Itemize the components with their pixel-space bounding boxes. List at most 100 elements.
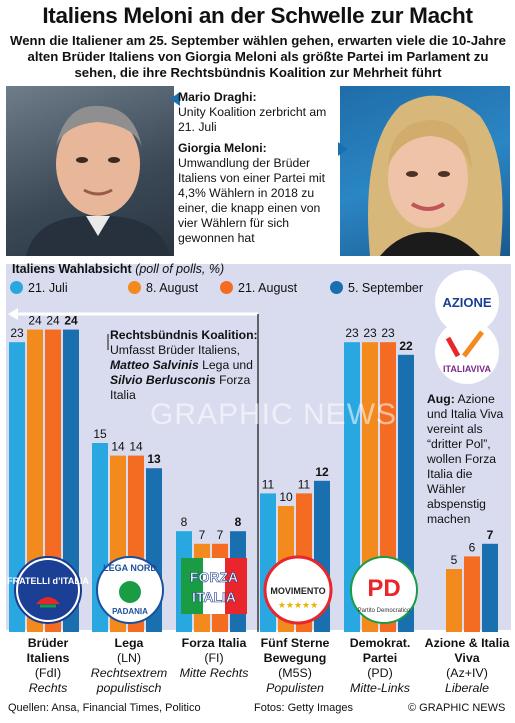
- legend-item-sep5: 5. September: [330, 281, 423, 295]
- legend-label: 8. August: [146, 281, 199, 295]
- bar-0-1: [27, 329, 43, 632]
- lega-logo-bottom: PADANIA: [112, 607, 148, 616]
- legend-dot-icon: [330, 281, 343, 294]
- bar-value-label: 8: [181, 515, 188, 529]
- watermark: GRAPHIC NEWS: [150, 398, 398, 431]
- footer-copyright: © GRAPHIC NEWS: [408, 702, 506, 714]
- bars-group: [9, 329, 498, 632]
- bar-value-label: 11: [298, 477, 311, 491]
- party-label-5: Azione & Italia Viva (Az+IV) Liberale: [422, 636, 512, 696]
- bar-value-label: 24: [64, 314, 78, 328]
- fdi-logo-icon: FRATELLI d’ITALIA: [7, 556, 89, 624]
- pd-logo-small: Partito Democratico: [358, 608, 411, 614]
- bar-4-0: [344, 342, 360, 632]
- bar-value-label: 24: [28, 314, 42, 328]
- bar-value-label: 7: [199, 528, 206, 542]
- coalition-l2: Lega und: [202, 358, 253, 372]
- fdi-logo-text: FRATELLI d’ITALIA: [7, 576, 89, 586]
- party-orientation: Populisten: [266, 681, 324, 695]
- lega-logo-top: LEGA NORD: [103, 563, 157, 573]
- party-abbr: (Az+IV): [446, 666, 488, 680]
- pd-logo-icon: PD Partito Democratico: [350, 556, 418, 624]
- italiaviva-logo-text: ITALIAVIVA: [443, 364, 491, 374]
- party-orientation: Mitte-Links: [350, 681, 410, 695]
- footer-photos: Fotos: Getty Images: [254, 702, 354, 714]
- party-abbr: (FdI): [34, 666, 62, 680]
- coalition-l1: Umfasst Brüder Italiens,: [110, 343, 241, 357]
- party-abbr: (LN): [116, 651, 142, 665]
- pd-logo-text: PD: [367, 575, 400, 602]
- bar-value-label: 15: [93, 427, 107, 441]
- photo-draghi: [6, 86, 174, 256]
- draghi-name: Mario Draghi:: [178, 90, 257, 104]
- coalition-note: Rechtsbündnis Koalition: Umfasst Brüder …: [110, 328, 258, 403]
- meloni-name: Giorgia Meloni:: [178, 141, 267, 155]
- azione-logo-icon: AZIONE: [435, 270, 499, 334]
- party-orientation: Mitte Rechts: [179, 666, 249, 680]
- bar-value-label: 24: [46, 314, 60, 328]
- party-name: Forza Italia: [181, 636, 247, 650]
- legend-label: 21. August: [238, 281, 298, 295]
- bar-value-label: 12: [315, 465, 329, 479]
- chart-title-main: Italiens Wahlabsicht: [12, 262, 132, 276]
- coalition-salvini: Matteo Salvinis: [110, 358, 199, 372]
- coalition-berlusconi: Silvio Berlusconis: [110, 373, 216, 387]
- bar-0-0: [9, 342, 25, 632]
- meloni-text: Umwandlung der Brüder Italiens von einer…: [178, 156, 325, 245]
- bar-value-label: 10: [279, 490, 293, 504]
- legend-item-aug8: 8. August: [128, 281, 198, 295]
- azione-logo-text: AZIONE: [442, 295, 491, 310]
- page-title: Italiens Meloni an der Schwelle zur Mach…: [42, 3, 473, 28]
- draghi-text: Unity Koalition zerbricht am 21. Juli: [178, 105, 327, 134]
- bar-value-label: 23: [10, 326, 24, 340]
- forza-logo-2: ITALIA: [192, 589, 236, 605]
- draghi-portrait: [26, 105, 170, 256]
- bar-value-label: 6: [469, 540, 476, 554]
- m5s-stars-icon: ★★★★★: [278, 600, 318, 610]
- aug-note-head: Aug:: [427, 392, 455, 406]
- bar-value-label: 14: [111, 440, 125, 454]
- subtitle: Wenn die Italiener am 25. September wähl…: [10, 33, 506, 80]
- coalition-head: Rechtsbündnis Koalition:: [110, 328, 258, 342]
- bar-0-3: [63, 329, 79, 632]
- party-name: Azione & Italia Viva: [424, 636, 510, 665]
- bar-value-label: 5: [451, 553, 458, 567]
- legend-item-aug21: 21. August: [220, 281, 297, 295]
- info-panel: Mario Draghi: Unity Koalition zerbricht …: [178, 90, 340, 252]
- bar-value-label: 23: [345, 326, 359, 340]
- legend-label: 5. September: [348, 281, 424, 295]
- party-label-3: Fünf Sterne Bewegung (M5S) Populisten: [252, 636, 338, 696]
- lega-logo-icon: LEGA NORD PADANIA: [96, 556, 164, 624]
- party-name: Fünf Sterne Bewegung: [260, 636, 330, 665]
- coalition-arrow-icon: [8, 308, 18, 320]
- chart-title-sub: (poll of polls, %): [135, 262, 225, 276]
- m5s-logo-icon: MOVIMENTO ★★★★★: [263, 555, 333, 625]
- bar-5-3: [482, 543, 498, 632]
- party-orientation: Liberale: [444, 681, 490, 695]
- meloni-portrait: [368, 95, 503, 256]
- aug-note: Aug: Azione und Italia Viva vereint als …: [427, 392, 513, 527]
- aug-note-text: Azione und Italia Viva vereint als “drit…: [427, 392, 504, 526]
- party-name: Demokrat. Partei: [349, 636, 411, 665]
- chart-title: Italiens Wahlabsicht (poll of polls, %): [12, 262, 224, 276]
- party-label-4: Demokrat. Partei (PD) Mitte-Links: [338, 636, 422, 696]
- photo-meloni: [340, 86, 510, 256]
- party-orientation: Rechtsextrem populistisch: [90, 666, 168, 695]
- party-orientation: Rechts: [28, 681, 68, 695]
- bar-value-label: 14: [129, 440, 143, 454]
- draghi-note: Mario Draghi: Unity Koalition zerbricht …: [178, 90, 340, 135]
- pointer-draghi: [170, 92, 180, 106]
- italiaviva-logo-icon: ITALIAVIVA: [435, 320, 499, 384]
- bar-value-label: 7: [487, 528, 494, 542]
- footer-sources: Quellen: Ansa, Financial Times, Politico: [8, 702, 201, 714]
- bar-value-label: 11: [262, 477, 275, 491]
- bar-value-label: 22: [399, 339, 413, 353]
- meloni-note: Giorgia Meloni: Umwandlung der Brüder It…: [178, 141, 340, 246]
- bar-value-label: 13: [147, 452, 161, 466]
- party-abbr: (PD): [367, 666, 393, 680]
- party-abbr: (M5S): [278, 666, 312, 680]
- legend-item-jul21: 21. Juli: [10, 281, 68, 295]
- bar-5-2: [464, 556, 480, 632]
- party-label-0: Brüder Italiens (FdI) Rechts: [6, 636, 90, 696]
